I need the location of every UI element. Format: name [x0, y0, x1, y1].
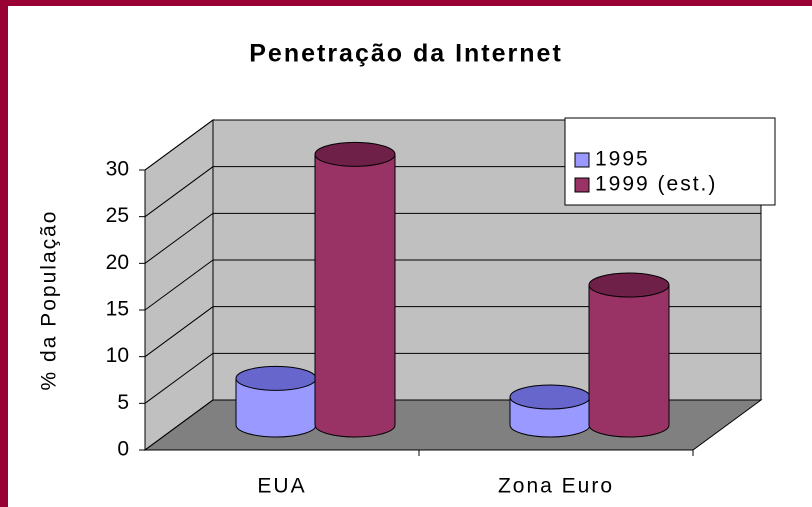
bar-body: [588, 284, 670, 438]
x-tick-label: Zona Euro: [498, 475, 614, 498]
grid-line: [144, 212, 761, 264]
bar: [509, 384, 591, 438]
y-tick-label: 25: [106, 204, 129, 227]
grid-line: [144, 306, 761, 358]
frame-top: [0, 0, 812, 6]
x-tick-label: EUA: [257, 475, 306, 498]
legend-box: [564, 117, 776, 206]
legend-swatch: [574, 177, 590, 193]
bar: [235, 365, 317, 438]
bar-body: [314, 153, 396, 438]
bar-top: [509, 384, 591, 410]
y-tick-label: 15: [106, 298, 129, 321]
bar-top: [314, 141, 396, 167]
legend-label: 1999 (est.): [595, 173, 717, 196]
y-tick-label: 20: [106, 251, 129, 274]
legend-swatch: [574, 152, 590, 168]
y-tick-label: 5: [117, 391, 129, 414]
grid-line: [144, 259, 761, 311]
bar-body: [235, 377, 317, 438]
y-axis-label: % da População: [38, 210, 61, 391]
grid-line: [144, 352, 761, 404]
y-tick-label: 0: [117, 438, 129, 461]
y-tick-label: 10: [106, 344, 129, 367]
y-tick-label: 30: [106, 158, 129, 181]
bar: [314, 141, 396, 438]
legend-label: 1995: [595, 148, 650, 171]
bar-top: [588, 272, 670, 298]
frame-left: [0, 0, 8, 507]
bar-top: [235, 365, 317, 391]
chart-title: Penetração da Internet: [249, 40, 563, 68]
bar: [588, 272, 670, 438]
